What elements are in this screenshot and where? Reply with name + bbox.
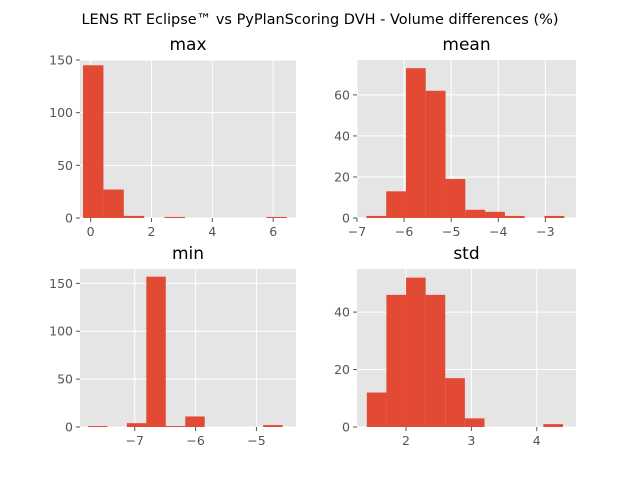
y-tick-label: 20 <box>334 362 350 377</box>
histogram-bar <box>544 215 565 218</box>
x-tick-label: 2 <box>402 433 410 448</box>
y-tick-label: 150 <box>49 276 73 291</box>
histogram-bar <box>386 191 406 218</box>
histogram-bar <box>425 90 446 218</box>
x-tick-label: −7 <box>126 433 144 448</box>
figure-title: LENS RT Eclipse™ vs PyPlanScoring DVH - … <box>81 12 558 28</box>
y-tick-label: 0 <box>65 420 73 435</box>
histogram-bar <box>185 416 205 427</box>
y-tick-label: 100 <box>49 105 73 120</box>
x-tick-label: −7 <box>348 224 366 239</box>
x-tick-label: −5 <box>247 433 265 448</box>
histogram-bar <box>87 426 108 427</box>
histogram-bar <box>406 277 426 427</box>
y-tick-label: 0 <box>65 211 73 226</box>
histogram-bar <box>485 211 505 218</box>
x-tick-label: 3 <box>467 433 475 448</box>
histogram-bar <box>263 425 283 427</box>
x-tick-label: 2 <box>148 224 156 239</box>
axes-background <box>80 269 296 427</box>
histogram-bar <box>165 426 186 427</box>
panel-title: min <box>172 244 204 264</box>
y-tick-label: 20 <box>334 169 350 184</box>
histogram-bar <box>83 65 104 219</box>
x-tick-label: −6 <box>395 224 413 239</box>
y-tick-label: 50 <box>57 158 73 173</box>
histogram-bar <box>425 294 446 427</box>
y-tick-label: 0 <box>342 211 350 226</box>
histogram-bar <box>465 209 486 218</box>
x-tick-label: 6 <box>269 224 277 239</box>
histogram-bar <box>464 418 485 427</box>
histogram-bar <box>445 378 465 427</box>
x-tick-label: −3 <box>536 224 554 239</box>
histogram-bar <box>386 294 407 427</box>
panel-mean: −7 −6 −5 −4 −3 0 20 40 60 mean <box>334 35 576 239</box>
y-tick-label: 0 <box>342 420 350 435</box>
panel-title: mean <box>442 35 490 55</box>
x-tick-label: 0 <box>87 224 95 239</box>
histogram-bar <box>266 216 287 218</box>
x-tick-label: −6 <box>186 433 204 448</box>
panel-max: 0 2 4 6 0 50 100 150 max <box>49 35 296 239</box>
histogram-bar <box>405 68 426 218</box>
histogram-bar <box>504 215 525 218</box>
y-tick-label: 100 <box>49 324 73 339</box>
histogram-bar <box>123 215 145 218</box>
y-tick-label: 150 <box>49 53 73 68</box>
y-tick-label: 60 <box>334 87 350 102</box>
y-tick-label: 40 <box>334 305 350 320</box>
y-tick-label: 40 <box>334 128 350 143</box>
x-tick-label: −4 <box>489 224 507 239</box>
x-tick-label: 4 <box>533 433 541 448</box>
panel-title: std <box>453 244 479 264</box>
histogram-bar <box>445 179 466 218</box>
histogram-bar <box>146 276 166 427</box>
histogram-bar <box>366 215 387 218</box>
histogram-bar <box>543 424 563 427</box>
histogram-bar <box>366 392 387 427</box>
histogram-bar <box>126 423 147 427</box>
x-tick-label: −5 <box>442 224 460 239</box>
x-tick-label: 4 <box>208 224 216 239</box>
y-tick-label: 50 <box>57 372 73 387</box>
panel-min: −7 −6 −5 0 50 100 150 min <box>49 244 296 448</box>
histogram-bar <box>164 216 185 218</box>
panel-title: max <box>169 35 206 55</box>
histogram-bar <box>103 189 124 218</box>
